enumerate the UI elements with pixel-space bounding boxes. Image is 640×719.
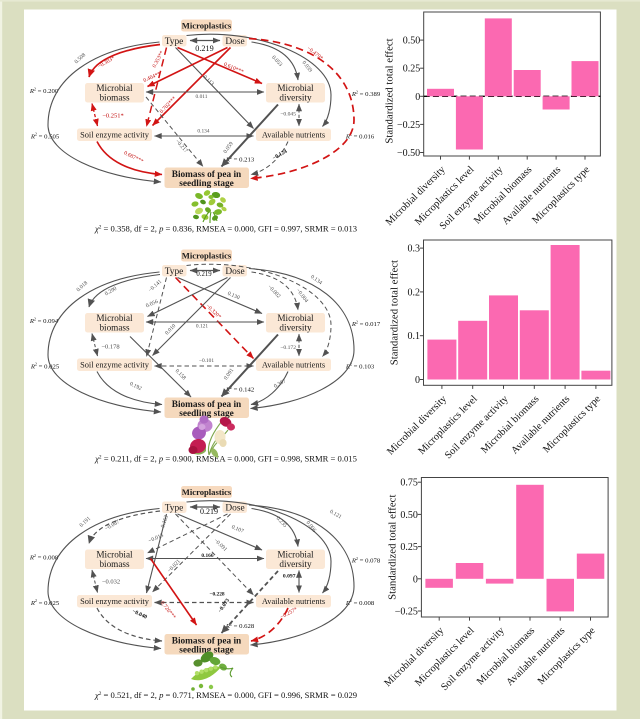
svg-text:−0.178: −0.178 [101,344,119,351]
svg-text:Standardized total effect: Standardized total effect [389,260,401,365]
svg-text:Available nutrients: Available nutrients [262,361,325,370]
svg-text:0.134: 0.134 [197,129,209,135]
svg-text:Dose: Dose [225,267,244,277]
svg-text:−0.50: −0.50 [397,148,420,159]
svg-text:0.219: 0.219 [200,507,218,516]
svg-text:Available nutrients: Available nutrients [262,597,325,606]
svg-text:−0.101: −0.101 [199,358,214,364]
svg-text:0.2: 0.2 [408,287,421,298]
svg-text:0.056: 0.056 [145,299,159,310]
svg-text:0.166: 0.166 [201,553,213,559]
svg-text:Standardized total effect: Standardized total effect [384,38,396,143]
svg-text:R2 = 0.200: R2 = 0.200 [29,86,59,95]
svg-text:0.1: 0.1 [408,331,421,342]
svg-text:0: 0 [413,574,418,585]
svg-text:−0.228: −0.228 [209,592,225,598]
svg-text:Biomass of pea in: Biomass of pea in [172,170,242,180]
svg-text:−0.032: −0.032 [102,579,120,586]
svg-text:Biomass of pea in: Biomass of pea in [172,636,242,646]
svg-text:−0.25: −0.25 [397,120,420,131]
svg-text:Type: Type [165,37,184,47]
svg-text:0.219: 0.219 [195,44,213,53]
svg-text:−0.013: −0.013 [148,533,165,545]
svg-text:0.130: 0.130 [226,291,240,302]
svg-text:Type: Type [165,504,184,514]
svg-text:R2 = 0.017: R2 = 0.017 [351,319,381,328]
svg-text:Microbial: Microbial [277,83,314,93]
svg-text:0.107: 0.107 [230,524,244,535]
svg-text:0.25: 0.25 [403,64,421,75]
svg-text:Microplastics: Microplastics [182,487,232,497]
svg-text:R2 = 0.008: R2 = 0.008 [29,553,59,562]
svg-text:0: 0 [415,375,420,386]
svg-text:0.50: 0.50 [403,36,421,47]
svg-text:χ2 = 0.521, df = 2, p = 0.771,: χ2 = 0.521, df = 2, p = 0.771, RMSEA = 0… [94,690,357,700]
svg-text:R2 = 0.025: R2 = 0.025 [30,362,60,371]
svg-text:0.219: 0.219 [196,271,212,278]
svg-text:−0.25: −0.25 [395,607,418,618]
svg-text:biomass: biomass [99,559,130,569]
svg-text:Soil enzyme activity: Soil enzyme activity [80,597,150,606]
svg-text:χ2 = 0.211, df = 2, p = 0.900,: χ2 = 0.211, df = 2, p = 0.900, RMSEA = 0… [94,454,357,464]
svg-text:−0.045: −0.045 [280,112,296,118]
svg-text:R2 = 0.025: R2 = 0.025 [30,598,60,607]
svg-text:Microbial: Microbial [277,313,314,323]
svg-text:0.011: 0.011 [196,94,208,100]
svg-text:0.75: 0.75 [400,478,418,489]
svg-text:0.290: 0.290 [104,286,118,298]
svg-text:0.3: 0.3 [408,244,421,255]
svg-text:Microbial: Microbial [96,83,133,93]
svg-text:Microbial: Microbial [96,550,133,560]
svg-text:0.097: 0.097 [283,574,296,580]
svg-text:−0.251*: −0.251* [102,113,124,120]
svg-text:Microplastics: Microplastics [182,250,232,260]
svg-text:Dose: Dose [225,37,244,47]
svg-text:Standardized total effect: Standardized total effect [386,495,398,600]
svg-text:R2 = 0.016: R2 = 0.016 [345,132,375,141]
svg-text:biomass: biomass [99,93,130,103]
svg-text:R2 = 0.094: R2 = 0.094 [29,316,59,325]
svg-text:Available nutrients: Available nutrients [262,131,325,140]
svg-text:0.163: 0.163 [160,515,170,529]
svg-text:0.387: 0.387 [273,378,287,389]
svg-text:diversity: diversity [279,559,312,569]
svg-text:Microbial: Microbial [277,550,314,560]
svg-text:diversity: diversity [279,323,312,333]
svg-text:Type: Type [165,267,184,277]
svg-text:0.25: 0.25 [400,542,418,553]
svg-text:0: 0 [415,92,420,103]
svg-text:Microbial: Microbial [96,313,133,323]
svg-text:Microplastics: Microplastics [182,20,232,30]
svg-text:diversity: diversity [279,93,312,103]
svg-text:Soil enzyme activity: Soil enzyme activity [80,361,150,370]
svg-text:Soil enzyme activity: Soil enzyme activity [80,131,150,140]
svg-text:seedling stage: seedling stage [179,409,234,419]
svg-text:Dose: Dose [225,504,244,514]
svg-text:R2 = 0.505: R2 = 0.505 [30,132,60,141]
svg-text:R2 = 0.628: R2 = 0.628 [225,622,255,631]
svg-text:seedling stage: seedling stage [179,179,234,189]
svg-text:χ2 = 0.358, df = 2, p = 0.836,: χ2 = 0.358, df = 2, p = 0.836, RMSEA = 0… [94,224,357,234]
svg-text:R2 = 0.389: R2 = 0.389 [351,89,381,98]
svg-text:seedling stage: seedling stage [179,646,234,656]
svg-text:0.50: 0.50 [400,510,418,521]
svg-text:biomass: biomass [99,323,130,333]
svg-text:0.192: 0.192 [128,381,142,392]
svg-text:−0.172: −0.172 [280,345,296,351]
svg-text:0.121: 0.121 [329,509,343,521]
svg-text:Biomass of pea in: Biomass of pea in [172,400,242,410]
svg-text:R2 = 0.078: R2 = 0.078 [351,556,381,565]
svg-text:0.121: 0.121 [196,324,208,330]
